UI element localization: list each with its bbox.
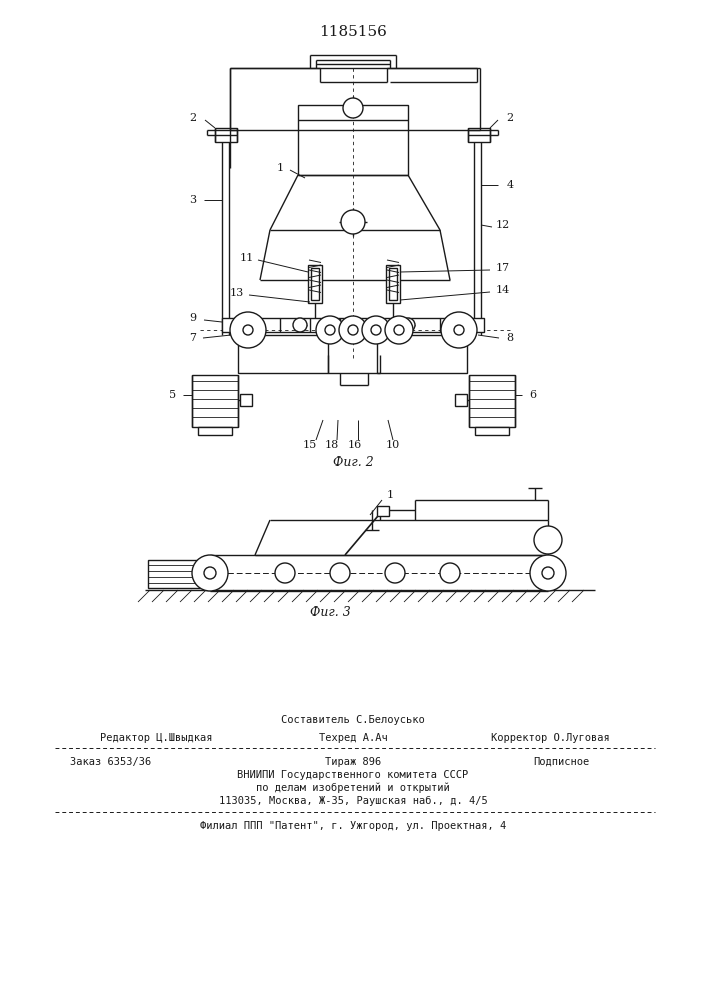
Text: 4: 4 <box>506 180 513 190</box>
Circle shape <box>325 325 335 335</box>
Bar <box>192 375 238 427</box>
Bar <box>238 335 328 373</box>
Circle shape <box>371 325 381 335</box>
Text: Редактор Ц.Швыдкая: Редактор Ц.Швыдкая <box>100 733 213 743</box>
Text: 5: 5 <box>170 390 177 400</box>
Text: 3: 3 <box>189 195 197 205</box>
Text: 6: 6 <box>530 390 537 400</box>
Circle shape <box>348 325 358 335</box>
Text: 17: 17 <box>496 263 510 273</box>
Circle shape <box>394 325 404 335</box>
Text: 1185156: 1185156 <box>319 25 387 39</box>
Bar <box>222 318 484 332</box>
Bar <box>198 427 232 435</box>
Circle shape <box>530 555 566 591</box>
Circle shape <box>534 526 562 554</box>
Text: 16: 16 <box>348 440 362 450</box>
Text: 15: 15 <box>303 440 317 450</box>
Bar <box>240 394 252 406</box>
Bar <box>308 265 322 303</box>
Bar <box>455 394 467 406</box>
Bar <box>215 128 237 142</box>
Text: Подписное: Подписное <box>534 757 590 767</box>
Circle shape <box>230 312 266 348</box>
Bar <box>298 105 408 175</box>
Text: Заказ 6353/36: Заказ 6353/36 <box>70 757 151 767</box>
Circle shape <box>542 567 554 579</box>
Text: 18: 18 <box>325 440 339 450</box>
Text: Корректор О.Луговая: Корректор О.Луговая <box>491 733 610 743</box>
Text: ВНИИПИ Государственного комитета СССР: ВНИИПИ Государственного комитета СССР <box>238 770 469 780</box>
Circle shape <box>441 312 477 348</box>
Bar <box>389 268 397 300</box>
Text: Составитель С.Белоусько: Составитель С.Белоусько <box>281 715 425 725</box>
Text: 8: 8 <box>506 333 513 343</box>
Circle shape <box>293 318 307 332</box>
Circle shape <box>385 316 413 344</box>
Text: 12: 12 <box>496 220 510 230</box>
Text: Тираж 896: Тираж 896 <box>325 757 381 767</box>
Text: 1: 1 <box>276 163 284 173</box>
Bar <box>377 335 467 373</box>
Bar <box>468 128 490 142</box>
Text: 11: 11 <box>240 253 254 263</box>
Circle shape <box>192 555 228 591</box>
Text: 1: 1 <box>387 490 394 500</box>
Circle shape <box>316 316 344 344</box>
Circle shape <box>341 210 365 234</box>
Text: 2: 2 <box>506 113 513 123</box>
Bar <box>311 268 319 300</box>
Text: 14: 14 <box>496 285 510 295</box>
Circle shape <box>343 98 363 118</box>
Text: 2: 2 <box>189 113 197 123</box>
Circle shape <box>275 563 295 583</box>
Bar <box>386 265 400 303</box>
Circle shape <box>385 563 405 583</box>
Circle shape <box>362 316 390 344</box>
Circle shape <box>454 325 464 335</box>
Text: 13: 13 <box>230 288 244 298</box>
Circle shape <box>440 563 460 583</box>
Bar <box>377 506 389 516</box>
Text: 7: 7 <box>189 333 197 343</box>
Bar <box>469 375 515 427</box>
Text: по делам изобретений и открытий: по делам изобретений и открытий <box>256 783 450 793</box>
Circle shape <box>401 318 415 332</box>
Text: Техред А.Ач: Техред А.Ач <box>319 733 387 743</box>
Text: 10: 10 <box>386 440 400 450</box>
Text: 113035, Москва, Ж-35, Раушская наб., д. 4/5: 113035, Москва, Ж-35, Раушская наб., д. … <box>218 796 487 806</box>
Text: Фиг. 2: Фиг. 2 <box>332 456 373 468</box>
Text: Фиг. 3: Фиг. 3 <box>310 605 351 618</box>
Bar <box>475 427 509 435</box>
Circle shape <box>243 325 253 335</box>
Circle shape <box>204 567 216 579</box>
Text: Филиал ППП "Патент", г. Ужгород, ул. Проектная, 4: Филиал ППП "Патент", г. Ужгород, ул. Про… <box>200 821 506 831</box>
Text: 9: 9 <box>189 313 197 323</box>
Circle shape <box>330 563 350 583</box>
Bar <box>148 560 200 588</box>
Circle shape <box>339 316 367 344</box>
